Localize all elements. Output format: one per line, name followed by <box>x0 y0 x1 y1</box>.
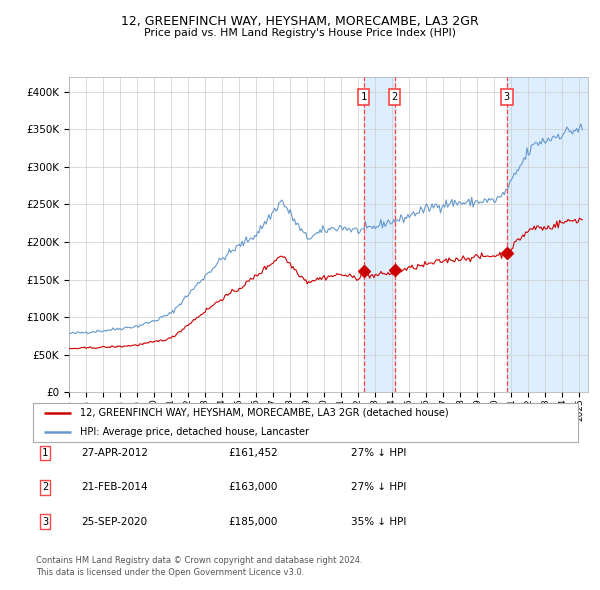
Bar <box>507 77 588 392</box>
Text: This data is licensed under the Open Government Licence v3.0.: This data is licensed under the Open Gov… <box>36 568 304 576</box>
Text: £163,000: £163,000 <box>228 483 277 492</box>
Text: 12, GREENFINCH WAY, HEYSHAM, MORECAMBE, LA3 2GR: 12, GREENFINCH WAY, HEYSHAM, MORECAMBE, … <box>121 15 479 28</box>
Text: 27% ↓ HPI: 27% ↓ HPI <box>351 483 406 492</box>
Text: 27-APR-2012: 27-APR-2012 <box>81 448 148 458</box>
Text: Price paid vs. HM Land Registry's House Price Index (HPI): Price paid vs. HM Land Registry's House … <box>144 28 456 38</box>
Text: 27% ↓ HPI: 27% ↓ HPI <box>351 448 406 458</box>
Text: 35% ↓ HPI: 35% ↓ HPI <box>351 517 406 526</box>
Text: £161,452: £161,452 <box>228 448 278 458</box>
Text: 25-SEP-2020: 25-SEP-2020 <box>81 517 147 526</box>
Text: 3: 3 <box>42 517 48 526</box>
Text: 2: 2 <box>391 92 398 102</box>
Text: HPI: Average price, detached house, Lancaster: HPI: Average price, detached house, Lanc… <box>80 427 308 437</box>
Text: £185,000: £185,000 <box>228 517 277 526</box>
Text: 1: 1 <box>42 448 48 458</box>
Text: 1: 1 <box>361 92 367 102</box>
Bar <box>364 77 395 392</box>
Text: 3: 3 <box>504 92 510 102</box>
Text: 2: 2 <box>42 483 48 492</box>
FancyBboxPatch shape <box>33 403 578 442</box>
Text: 12, GREENFINCH WAY, HEYSHAM, MORECAMBE, LA3 2GR (detached house): 12, GREENFINCH WAY, HEYSHAM, MORECAMBE, … <box>80 408 448 418</box>
Text: 21-FEB-2014: 21-FEB-2014 <box>81 483 148 492</box>
Text: Contains HM Land Registry data © Crown copyright and database right 2024.: Contains HM Land Registry data © Crown c… <box>36 556 362 565</box>
